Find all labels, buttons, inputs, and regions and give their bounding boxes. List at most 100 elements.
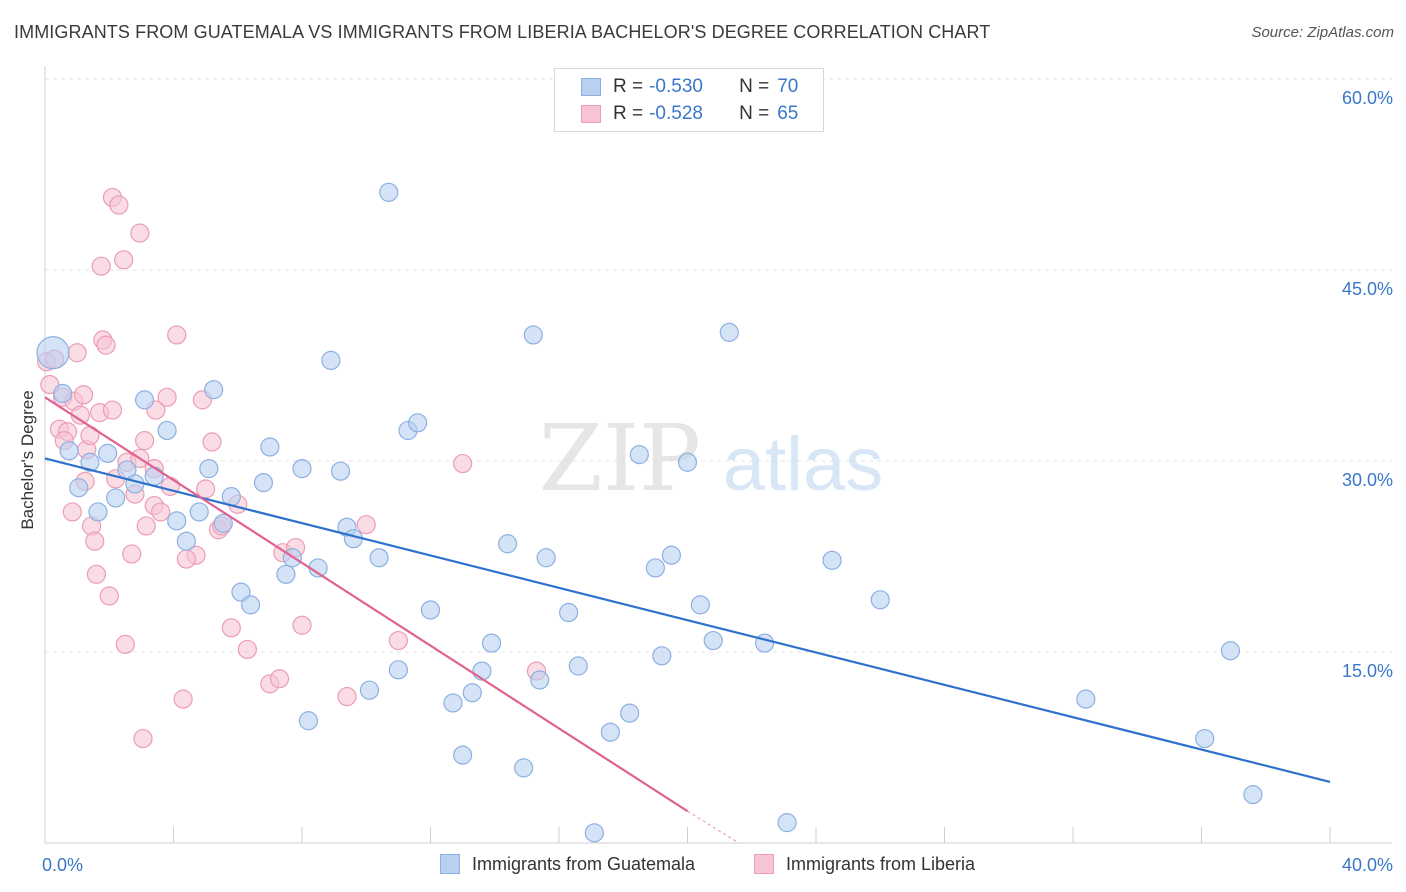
- point-liberia: [388, 630, 408, 651]
- point-liberia: [202, 432, 222, 452]
- point-liberia: [167, 325, 187, 345]
- point-guatemala: [176, 531, 196, 551]
- point-guatemala: [536, 548, 556, 568]
- point-guatemala: [125, 474, 145, 494]
- point-guatemala: [36, 336, 70, 370]
- point-guatemala: [703, 630, 723, 651]
- point-liberia: [151, 502, 171, 522]
- point-liberia: [62, 502, 82, 522]
- point-liberia: [134, 431, 155, 451]
- point-liberia: [196, 479, 216, 499]
- point-guatemala: [106, 488, 126, 508]
- series-label-guatemala: Immigrants from Guatemala: [472, 853, 696, 874]
- point-liberia: [86, 564, 107, 584]
- watermark: ZIP atlas: [539, 405, 883, 512]
- point-guatemala: [379, 182, 399, 202]
- series-swatch-guatemala: [440, 854, 460, 874]
- point-guatemala: [754, 633, 775, 653]
- legend-n-value: 70: [777, 76, 799, 97]
- point-guatemala: [260, 437, 280, 457]
- point-guatemala: [408, 413, 428, 433]
- point-guatemala: [677, 452, 698, 472]
- point-liberia: [73, 385, 94, 405]
- series-legend-guatemala: Immigrants from Guatemala: [440, 852, 695, 876]
- legend-r-label: R =: [613, 103, 644, 124]
- point-liberia: [133, 728, 153, 749]
- point-guatemala: [189, 502, 209, 522]
- point-liberia: [453, 453, 473, 474]
- point-guatemala: [481, 633, 502, 653]
- correlation-legend: R = -0.530 N = 70 R = -0.528 N = 65: [554, 68, 824, 132]
- point-guatemala: [870, 590, 890, 610]
- point-liberia: [173, 689, 193, 709]
- point-guatemala: [530, 670, 550, 690]
- point-guatemala: [498, 534, 518, 554]
- points-guatemala: [36, 182, 1263, 843]
- point-guatemala: [629, 445, 649, 465]
- point-guatemala: [462, 683, 482, 703]
- point-liberia: [115, 634, 135, 654]
- point-guatemala: [777, 813, 797, 833]
- point-guatemala: [388, 660, 408, 680]
- y-tick-label: 30.0%: [1342, 470, 1393, 490]
- y-axis-label: Bachelor's Degree: [18, 390, 37, 529]
- point-liberia: [157, 387, 177, 407]
- point-guatemala: [292, 459, 312, 479]
- point-liberia: [99, 586, 119, 606]
- legend-swatch-liberia: [581, 105, 601, 123]
- point-guatemala: [276, 564, 296, 584]
- point-guatemala: [453, 745, 473, 765]
- point-guatemala: [298, 711, 319, 731]
- point-guatemala: [321, 350, 341, 371]
- point-guatemala: [600, 722, 621, 742]
- point-liberia: [292, 615, 312, 635]
- point-guatemala: [53, 383, 73, 404]
- trendline-liberia-extension: [687, 810, 740, 844]
- point-guatemala: [719, 322, 739, 342]
- point-liberia: [160, 476, 180, 497]
- point-liberia: [96, 335, 116, 355]
- legend-row-liberia: R = -0.528 N = 65: [581, 102, 798, 126]
- point-guatemala: [69, 478, 89, 498]
- point-guatemala: [199, 459, 219, 479]
- point-guatemala: [213, 513, 233, 533]
- legend-r-value: -0.530: [649, 76, 703, 97]
- point-guatemala: [523, 325, 543, 345]
- legend-r-value: -0.528: [649, 103, 703, 124]
- point-guatemala: [98, 443, 118, 463]
- series-legend-liberia: Immigrants from Liberia: [754, 852, 975, 876]
- point-guatemala: [231, 582, 251, 602]
- point-liberia: [67, 343, 87, 363]
- point-guatemala: [514, 758, 534, 778]
- trend-layer: [44, 396, 1331, 844]
- trendline-liberia: [44, 396, 689, 813]
- point-guatemala: [690, 595, 710, 615]
- y-tick-label: 45.0%: [1342, 279, 1393, 299]
- x-tick-label: 40.0%: [1342, 855, 1393, 875]
- point-guatemala: [568, 656, 588, 676]
- point-liberia: [136, 516, 156, 536]
- point-liberia: [269, 669, 290, 689]
- point-liberia: [109, 195, 129, 215]
- point-liberia: [114, 250, 134, 270]
- legend-row-guatemala: R = -0.530 N = 70: [581, 75, 798, 99]
- point-guatemala: [1243, 785, 1263, 805]
- point-guatemala: [1076, 689, 1096, 709]
- points-liberia: [37, 187, 547, 749]
- legend-n-label: N =: [739, 76, 770, 97]
- point-liberia: [91, 256, 111, 276]
- legend-n-value: 65: [777, 103, 799, 124]
- point-guatemala: [330, 461, 351, 481]
- point-guatemala: [144, 466, 164, 486]
- point-guatemala: [80, 452, 100, 472]
- point-liberia: [176, 549, 196, 569]
- axis-layer: [44, 66, 1392, 844]
- point-guatemala: [652, 646, 672, 666]
- source-label: Source: ZipAtlas.com: [1251, 24, 1394, 41]
- series-label-liberia: Immigrants from Liberia: [786, 853, 976, 874]
- point-guatemala: [59, 441, 79, 461]
- grid-layer: [45, 78, 1392, 653]
- point-guatemala: [584, 823, 604, 843]
- point-liberia: [221, 618, 241, 638]
- point-guatemala: [1220, 641, 1241, 661]
